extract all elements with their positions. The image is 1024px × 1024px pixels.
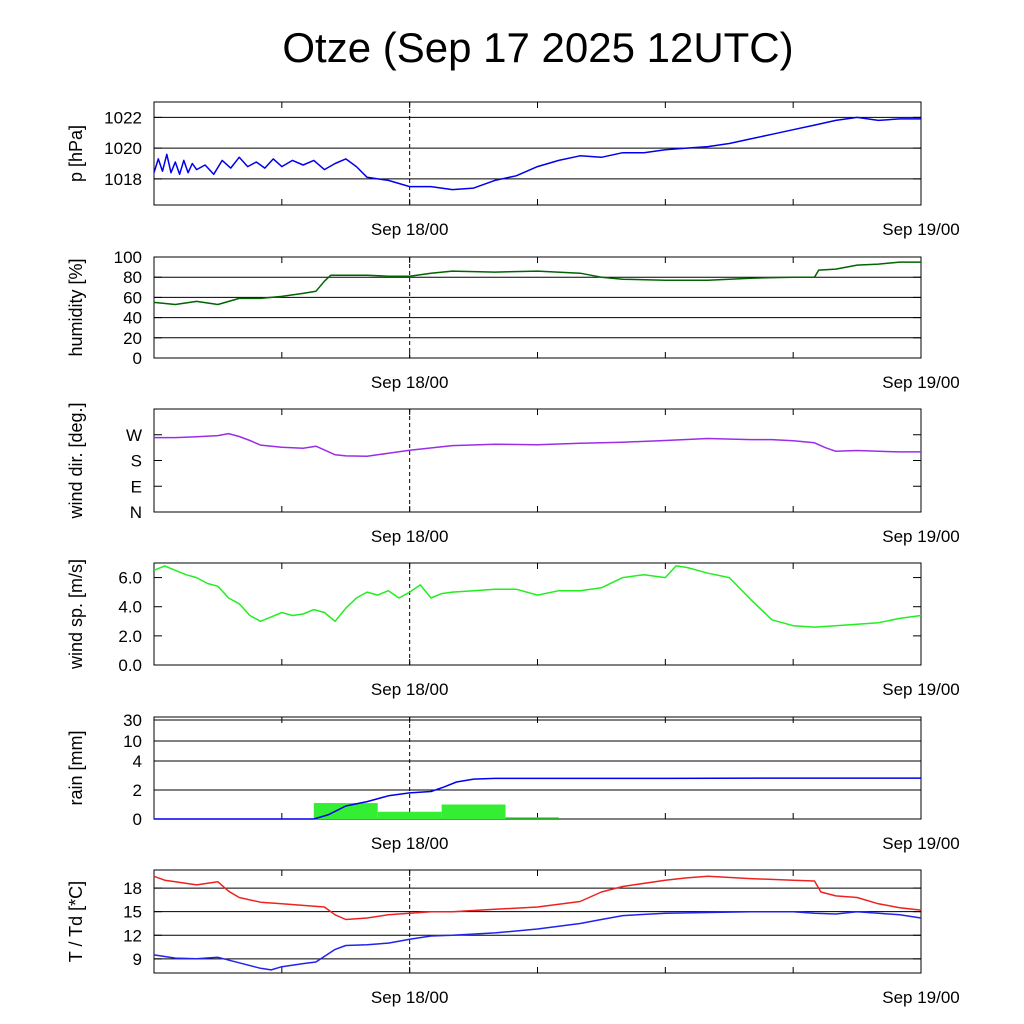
y-tick-label: 0.0 (118, 656, 142, 675)
x-tick-label: Sep 19/00 (882, 527, 960, 546)
x-tick-label: Sep 18/00 (371, 834, 449, 853)
y-axis-label: humidity [%] (66, 258, 86, 356)
plot-frame (153, 101, 922, 206)
y-axis-label: T / Td [*C] (66, 881, 86, 962)
y-tick-label: 9 (133, 950, 142, 969)
plot-frame (153, 256, 922, 359)
panel-wind_speed: 0.0 2.0 4.0 6.0 Sep 18/00 Sep 19/00 wind sp. [… (66, 559, 960, 699)
x-tick-label: Sep 19/00 (882, 373, 960, 392)
chart-title: Otze (Sep 17 2025 12UTC) (282, 24, 794, 71)
y-axis-label: wind sp. [m/s] (66, 559, 86, 670)
y-tick-label: 1020 (104, 139, 142, 158)
rain-bar (441, 804, 506, 819)
y-tick-label: 40 (123, 309, 142, 328)
x-tick-label: Sep 19/00 (882, 834, 960, 853)
y-axis-label: p [hPa] (66, 125, 86, 182)
y-tick-label: 2 (133, 781, 142, 800)
y-tick-label: 4.0 (118, 598, 142, 617)
y-tick-label: 100 (114, 248, 142, 267)
y-tick-label: 12 (123, 926, 142, 945)
series-line-wind-speed (153, 565, 922, 628)
x-tick-label: Sep 18/00 (371, 220, 449, 239)
panel-temperature_dewpoint: 9 12 15 18 Sep 18/00 Sep 19/00 T / Td [*C] (66, 869, 960, 1007)
y-tick-label: 4 (133, 752, 142, 771)
series-line-humidity (153, 261, 921, 306)
x-tick-label: Sep 18/00 (371, 680, 449, 699)
series-line-pressure (153, 116, 921, 191)
panel-rain: 0 2 410 30 Sep 18/00 Sep 19/00 rain [mm] (66, 711, 960, 853)
y-tick-label: 60 (123, 288, 142, 307)
panel-pressure: 1018 1020 1022 Sep 18/00 Sep 19/00 p [hPa] (66, 101, 960, 239)
plot-frame (153, 716, 922, 820)
y-tick-label: 20 (123, 329, 142, 348)
plot-frame (153, 869, 922, 974)
y-tick-label: 80 (123, 268, 142, 287)
x-tick-label: Sep 19/00 (882, 680, 960, 699)
rain-bar (377, 811, 442, 819)
y-tick-label: 1022 (104, 108, 142, 127)
y-tick-label: 0 (133, 349, 142, 368)
series-line-temperature (153, 875, 922, 921)
x-tick-label: Sep 18/00 (371, 527, 449, 546)
y-tick-label: 10 (123, 732, 142, 751)
plot-frame (153, 562, 922, 666)
rain-bar (313, 803, 378, 819)
x-tick-label: Sep 19/00 (882, 988, 960, 1007)
y-axis-label: rain [mm] (66, 730, 86, 805)
plot-frame (153, 408, 922, 513)
series-line-wind-direction (154, 432, 921, 457)
x-tick-label: Sep 19/00 (882, 220, 960, 239)
y-tick-label: 1018 (104, 170, 142, 189)
series-line-dew-point (153, 910, 922, 971)
series-line-accumulated-rain (154, 777, 921, 820)
x-tick-label: Sep 18/00 (371, 988, 449, 1007)
y-tick-label: 0 (133, 810, 142, 829)
y-tick-label: N (130, 503, 142, 522)
y-tick-label: 15 (123, 903, 142, 922)
y-tick-label: 6.0 (118, 569, 142, 588)
y-tick-label: S (131, 452, 142, 471)
y-tick-label: W (126, 426, 142, 445)
y-tick-label: 18 (123, 879, 142, 898)
x-tick-label: Sep 18/00 (371, 373, 449, 392)
y-axis-label: wind dir. [deg.] (66, 402, 86, 519)
y-tick-label: 30 (123, 711, 142, 730)
y-tick-label: E (131, 477, 142, 496)
y-tick-label: 2.0 (118, 627, 142, 646)
